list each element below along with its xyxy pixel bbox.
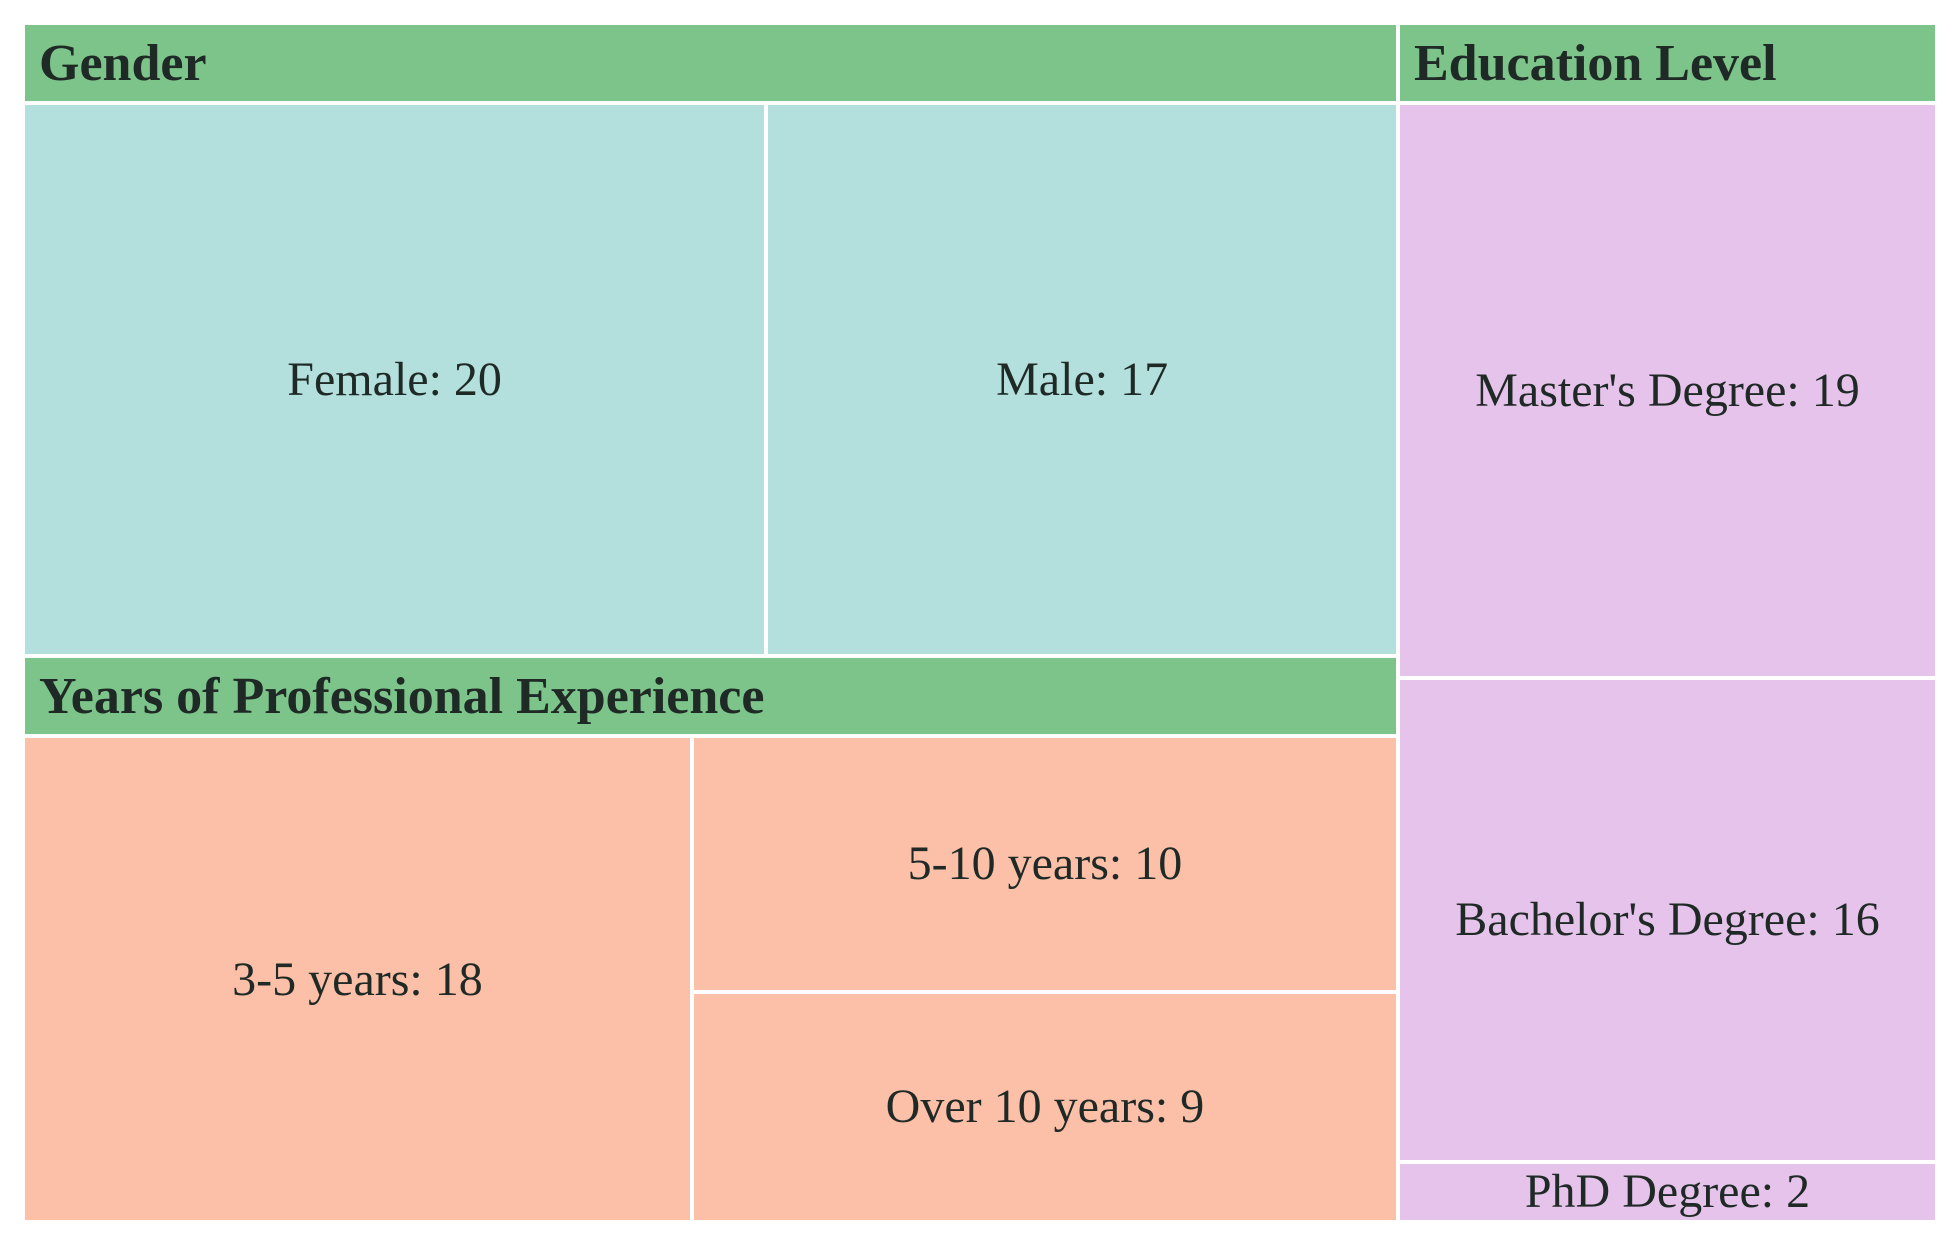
treemap-cell-over-10-years: Over 10 years: 9 xyxy=(691,991,1398,1222)
cell-label: 5-10 years: 10 xyxy=(907,837,1183,891)
cell-label: Female: 20 xyxy=(287,353,502,406)
cell-label: Male: 17 xyxy=(996,353,1169,406)
treemap-cell-female: Female: 20 xyxy=(23,103,767,656)
group-header-gender: Gender xyxy=(23,23,1398,103)
treemap-cell-bachelor-s-degree: Bachelor's Degree: 16 xyxy=(1398,677,1937,1162)
cell-label: PhD Degree: 2 xyxy=(1524,1165,1811,1219)
treemap-cell-male: Male: 17 xyxy=(766,103,1398,656)
group-header-education-level: Education Level xyxy=(1398,23,1937,103)
group-header-years-of-professional-experience: Years of Professional Experience xyxy=(23,656,1398,736)
cell-label: Over 10 years: 9 xyxy=(885,1080,1205,1134)
treemap-cell-3-5-years: 3-5 years: 18 xyxy=(23,736,692,1222)
cell-label: 3-5 years: 18 xyxy=(232,952,483,1006)
treemap-cell-phd-degree: PhD Degree: 2 xyxy=(1398,1161,1937,1222)
cell-label: Master's Degree: 19 xyxy=(1475,363,1860,417)
treemap-cell-master-s-degree: Master's Degree: 19 xyxy=(1398,103,1937,678)
treemap-cell-5-10-years: 5-10 years: 10 xyxy=(691,736,1398,992)
cell-label: Bachelor's Degree: 16 xyxy=(1455,893,1880,947)
